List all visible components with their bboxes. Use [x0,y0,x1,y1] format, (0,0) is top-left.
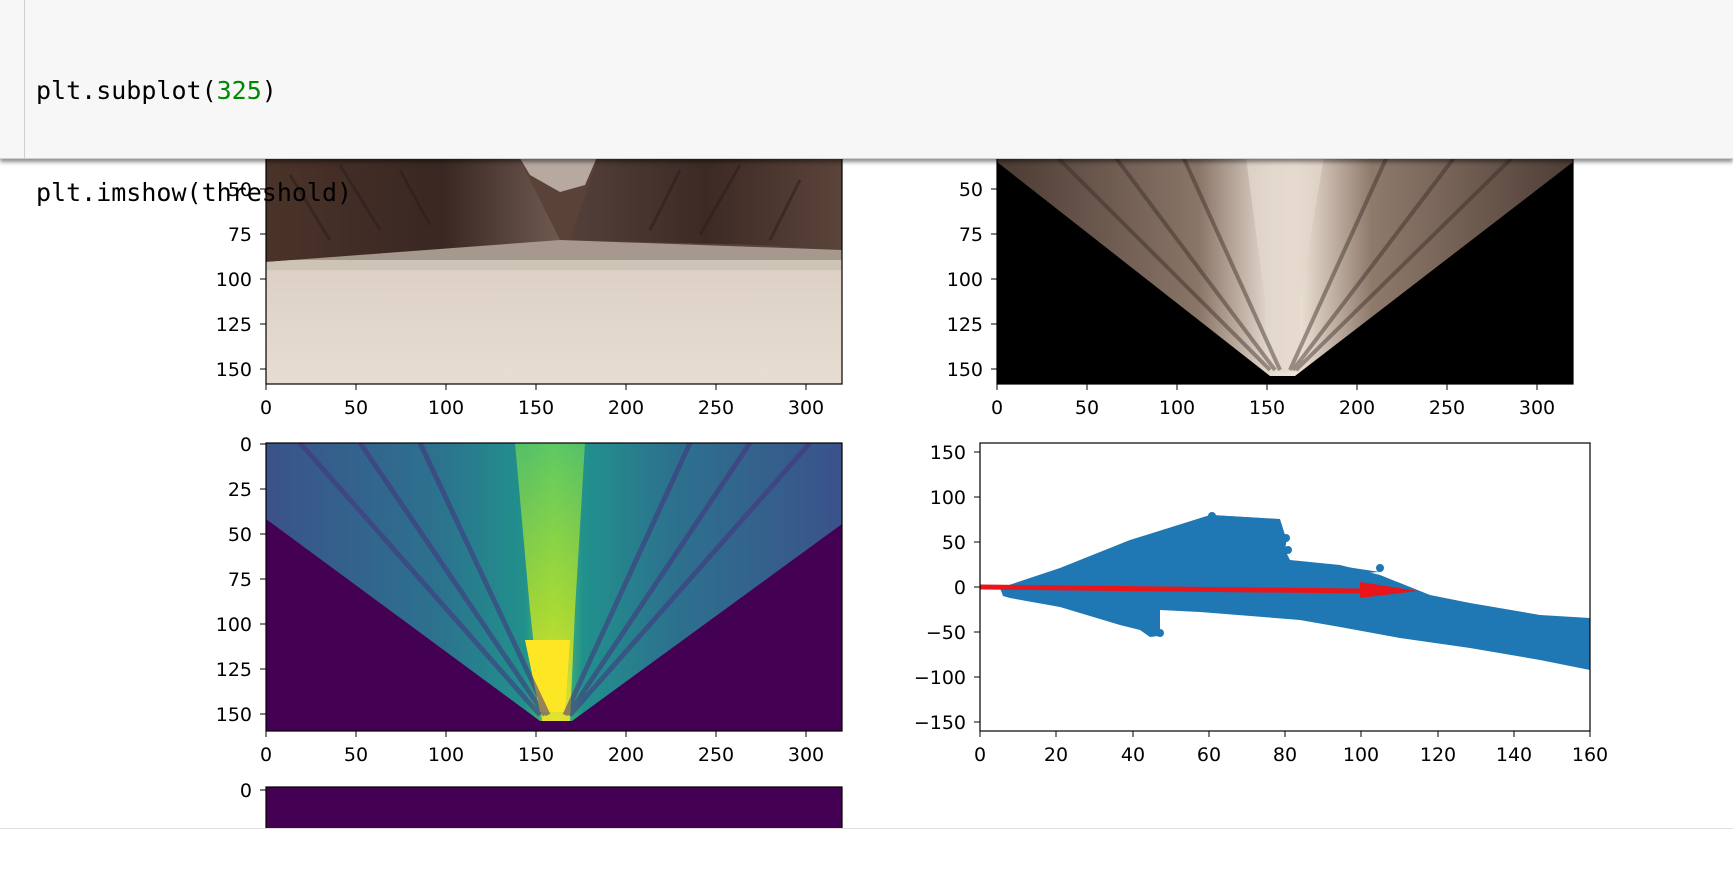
x-tick-label: 300 [788,744,824,766]
x-tick-label: 20 [1044,744,1068,766]
x-tick-label: 50 [1075,397,1099,419]
y-tick-label: 75 [228,224,252,246]
x-tick-label: 50 [344,397,368,419]
x-tick-label: 160 [1572,744,1608,766]
x-tick-label: 0 [260,397,272,419]
x-tick-label: 50 [344,744,368,766]
x-tick-label: 250 [698,397,734,419]
y-tick-label: 150 [947,359,983,381]
y-tick-label: −50 [926,622,966,644]
cell-gutter [24,0,25,158]
x-tick-label: 100 [428,397,464,419]
x-tick-label: 80 [1273,744,1297,766]
code-editor[interactable]: plt.subplot(325) plt.imshow(threshold) [36,6,352,278]
x-axis: 0 50 100 150 200 250 300 [991,384,1555,419]
y-tick-label: −100 [914,667,966,689]
y-axis: 50 75 100 125 150 [947,179,997,381]
y-tick-label: 150 [216,704,252,726]
y-axis: 50 75 100 125 150 [216,179,266,381]
code-token: plt.subplot( [36,76,217,105]
x-tick-label: 300 [788,397,824,419]
x-tick-label: 0 [991,397,1003,419]
x-tick-label: 150 [518,744,554,766]
y-tick-label: 100 [930,487,966,509]
warped-image-subplot: 50 75 100 125 150 0 50 100 150 200 250 3… [947,149,1574,419]
x-tick-label: 140 [1496,744,1532,766]
y-tick-label: 25 [228,479,252,501]
code-line: plt.imshow(threshold) [36,178,353,207]
y-tick-label: 150 [930,442,966,464]
x-tick-label: 250 [1429,397,1465,419]
y-tick-label: 0 [954,577,966,599]
threshold-image-partial [266,787,842,828]
camera-image [266,158,842,384]
x-tick-label: 0 [260,744,272,766]
y-tick-label: 75 [228,569,252,591]
rover-coords-subplot: 150 100 50 0 −50 −100 −150 0 20 40 60 80… [914,442,1608,766]
code-line: plt.subplot(325) [36,74,352,108]
y-tick-label: 50 [942,532,966,554]
x-tick-label: 120 [1420,744,1456,766]
code-token: ) [261,76,277,105]
threshold-image-subplot: 0 25 50 75 100 125 150 0 50 100 150 200 … [216,434,843,766]
y-tick-label: 0 [240,434,252,456]
y-tick-label: 150 [216,359,252,381]
x-tick-label: 200 [1339,397,1375,419]
code-number-token: 325 [216,76,262,105]
notebook-bottom-area [0,828,1733,881]
y-tick-label: 125 [947,314,983,336]
y-tick-label: 100 [947,269,983,291]
threshold-image [266,443,842,731]
camera-image-subplot: 50 75 100 125 150 0 50 100 150 200 250 3… [216,149,843,419]
warped-image [997,158,1573,384]
x-axis: 0 20 40 60 80 100 120 140 160 [974,731,1608,766]
x-tick-label: 200 [608,397,644,419]
y-axis: 150 100 50 0 −50 −100 −150 [914,442,980,734]
x-tick-label: 100 [428,744,464,766]
y-tick-label: 75 [959,224,983,246]
y-tick-label: 50 [959,179,983,201]
x-tick-label: 100 [1159,397,1195,419]
x-tick-label: 150 [518,397,554,419]
y-tick-label: 100 [216,614,252,636]
x-tick-label: 60 [1197,744,1221,766]
y-tick-label: 125 [216,659,252,681]
y-axis: 0 25 50 75 100 125 150 [216,434,266,726]
y-tick-label: 50 [228,524,252,546]
x-tick-label: 150 [1249,397,1285,419]
code-cell[interactable]: plt.subplot(325) plt.imshow(threshold) [0,0,1733,207]
x-tick-label: 100 [1343,744,1379,766]
y-tick-label: 100 [216,269,252,291]
sixth-subplot: 0 [240,780,843,828]
x-tick-label: 250 [698,744,734,766]
notebook-output-area: 50 75 100 125 150 0 50 100 150 200 250 3… [216,149,1608,828]
y-tick-label: −150 [914,712,966,734]
x-tick-label: 40 [1121,744,1145,766]
x-axis: 0 50 100 150 200 250 300 [260,384,824,419]
y-tick-label: 125 [216,314,252,336]
x-tick-label: 300 [1519,397,1555,419]
y-tick-label: 0 [240,780,252,802]
matplotlib-figure: 50 75 100 125 150 0 50 100 150 200 250 3… [216,149,1608,828]
x-axis: 0 50 100 150 200 250 300 [260,731,824,766]
x-tick-label: 0 [974,744,986,766]
y-tick-label: 50 [228,179,252,201]
x-tick-label: 200 [608,744,644,766]
heading-arrow [979,582,1418,598]
